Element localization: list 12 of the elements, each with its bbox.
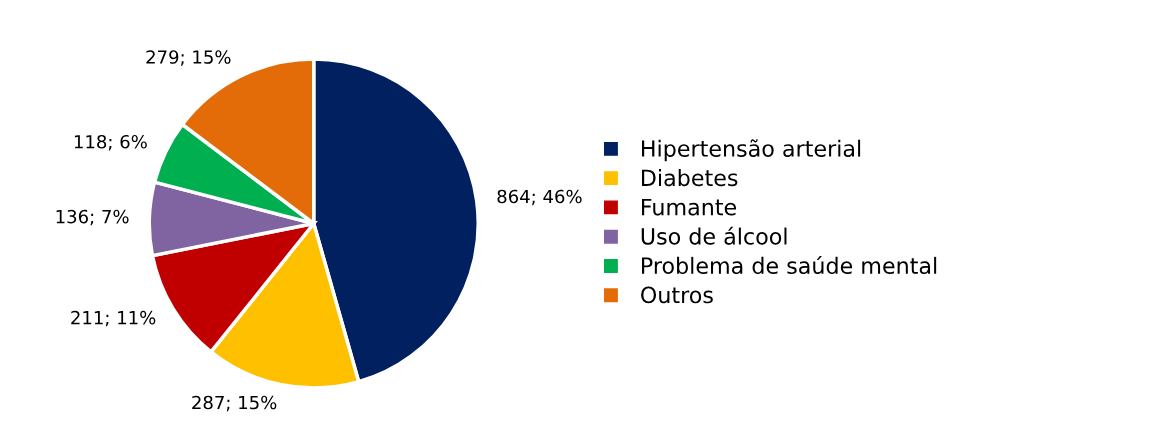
data-label: 211; 11% bbox=[71, 310, 156, 327]
legend-label: Hipertensão arterial bbox=[642, 139, 861, 162]
data-label: 279; 15% bbox=[146, 50, 231, 66]
data-label: 287; 15% bbox=[192, 395, 277, 412]
legend-label: Outros bbox=[641, 286, 713, 304]
legend-label: Problema de saúde mental bbox=[642, 255, 937, 275]
legend-label: Diabetes bbox=[642, 169, 738, 187]
data-label: 136; 7% bbox=[56, 209, 129, 226]
data-label: 118; 6% bbox=[74, 134, 147, 151]
data-label: 864; 46% bbox=[497, 189, 582, 206]
legend-label: Fumante bbox=[642, 198, 737, 216]
legend-label: Uso de álcool bbox=[641, 226, 787, 245]
